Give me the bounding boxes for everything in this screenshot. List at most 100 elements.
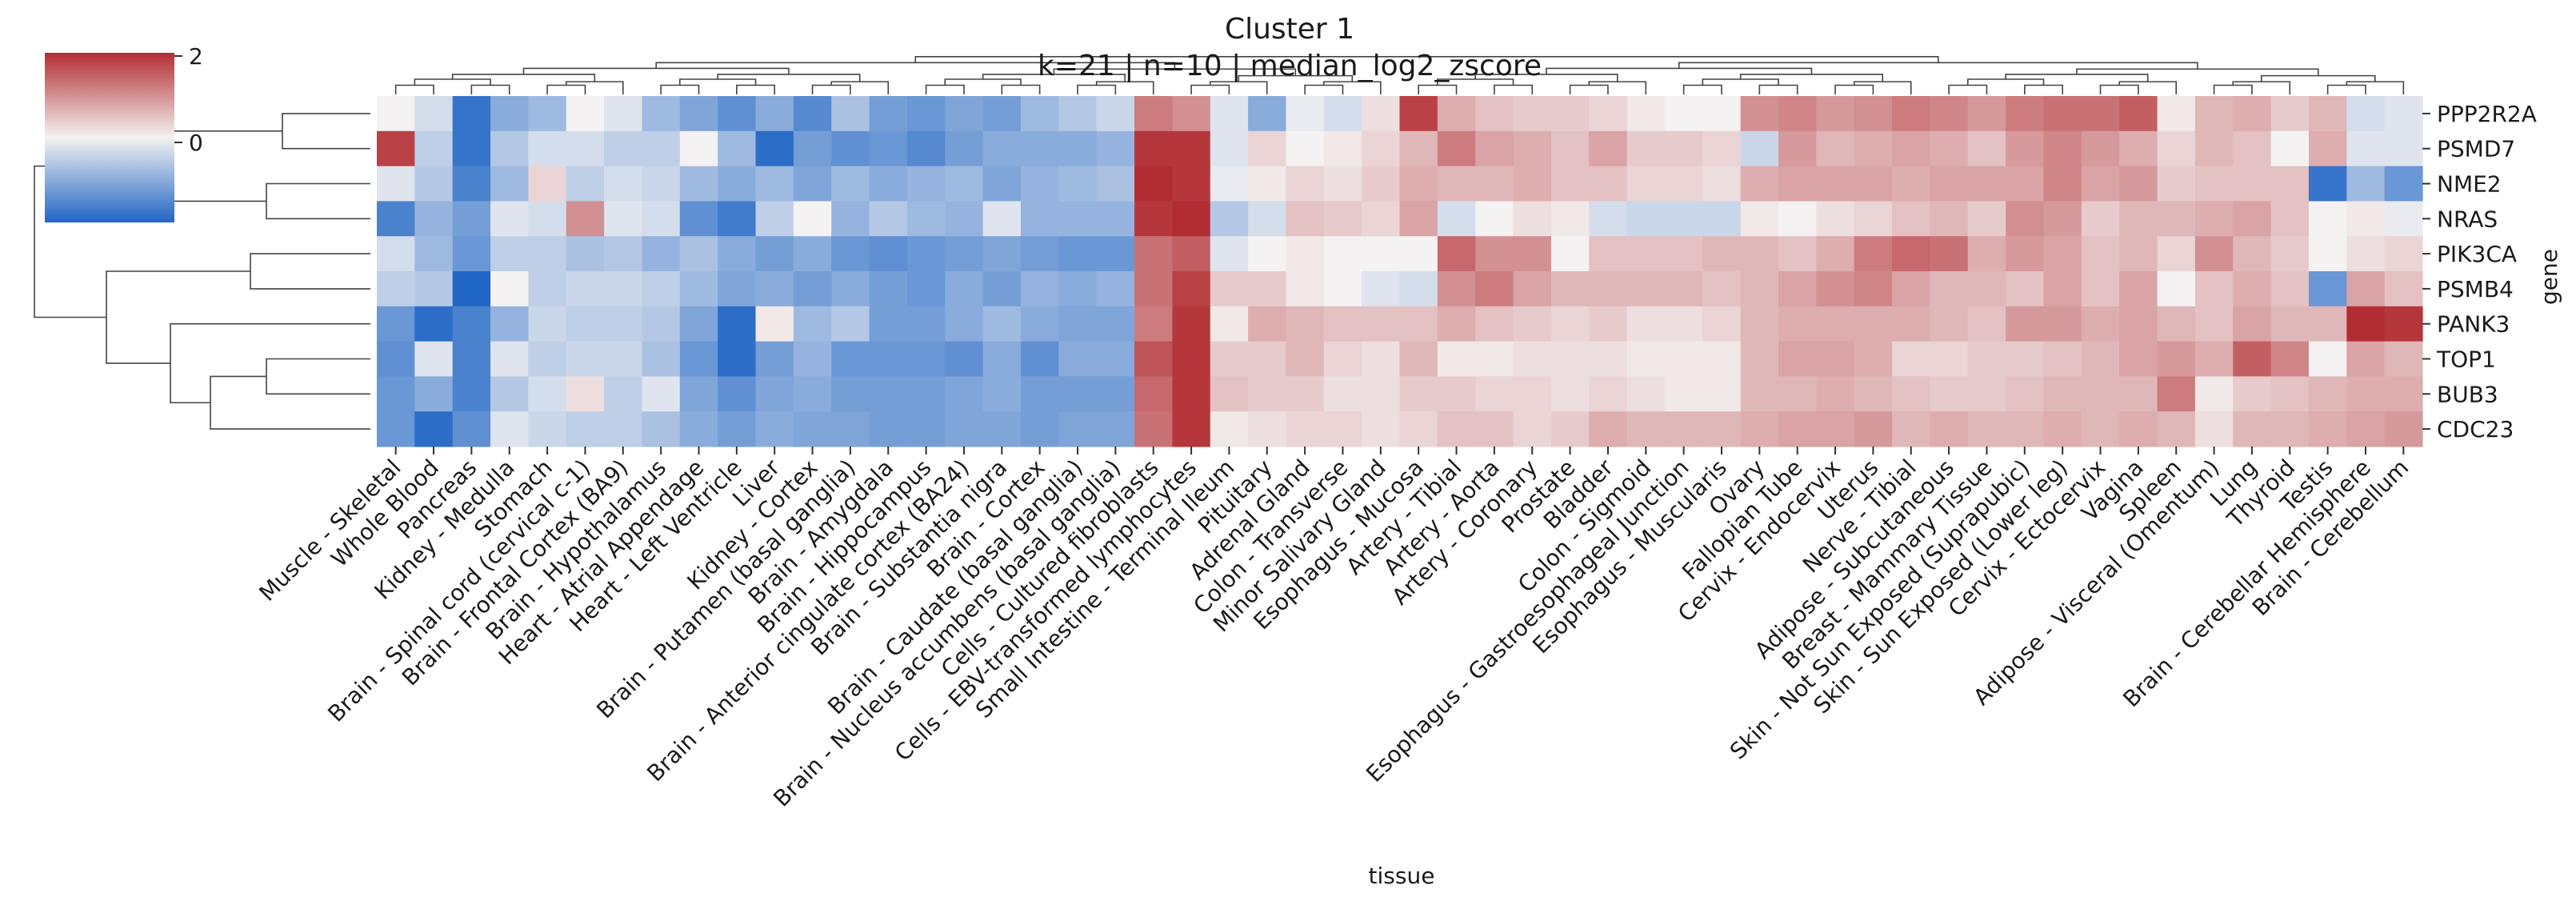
heatmap-cell <box>2081 306 2120 342</box>
heatmap-cell <box>1210 96 1249 132</box>
heatmap-cell <box>1854 271 1893 307</box>
heatmap-cell <box>2308 306 2347 342</box>
heatmap-cell <box>452 130 491 167</box>
heatmap-cell <box>490 201 530 237</box>
heatmap-cell <box>2384 306 2423 342</box>
heatmap-cell <box>1664 236 1703 272</box>
x-axis-label: tissue <box>1369 863 1435 889</box>
heatmap-cell <box>2119 96 2158 132</box>
heatmap-cell <box>1854 376 1893 412</box>
heatmap-cell <box>906 236 946 272</box>
heatmap-cell <box>718 341 757 377</box>
heatmap-cell <box>604 411 643 447</box>
heatmap-cell <box>1020 376 1059 412</box>
heatmap-cell <box>793 411 832 447</box>
heatmap-cell <box>2006 96 2045 132</box>
heatmap-cell <box>793 306 832 342</box>
heatmap-cell <box>2006 411 2045 447</box>
heatmap-cell <box>452 201 491 237</box>
heatmap-cell <box>1513 411 1552 447</box>
heatmap-cell <box>1626 306 1666 342</box>
heatmap-cell <box>604 201 643 237</box>
heatmap-cell <box>1020 96 1059 132</box>
heatmap-cell <box>906 376 946 412</box>
heatmap-cell <box>1437 341 1476 377</box>
heatmap-cell <box>1399 96 1438 132</box>
heatmap-cell <box>642 130 681 167</box>
heatmap-cell <box>1778 166 1817 202</box>
heatmap-cell <box>1967 96 2006 132</box>
heatmap-cell <box>1399 306 1438 342</box>
heatmap-cell <box>566 411 605 447</box>
heatmap-cell <box>2006 341 2045 377</box>
row-dendrogram-link <box>282 113 370 150</box>
heatmap-cell <box>1589 341 1628 377</box>
heatmap-cell <box>1778 306 1817 342</box>
column-dendrogram-link <box>546 84 586 94</box>
heatmap-cell <box>1702 341 1742 377</box>
heatmap-cell <box>2194 201 2234 237</box>
heatmap-cell <box>2384 96 2423 132</box>
heatmap-cell <box>1513 201 1552 237</box>
heatmap-cell <box>1740 130 1779 167</box>
heatmap-cell <box>2043 130 2082 167</box>
heatmap-cell <box>1702 236 1742 272</box>
heatmap-cell <box>869 201 908 237</box>
heatmap-cell <box>1058 236 1098 272</box>
row-dendrogram-link <box>170 322 370 404</box>
heatmap-cell <box>679 411 718 447</box>
heatmap-cell <box>1816 96 1855 132</box>
heatmap-cell <box>2119 411 2158 447</box>
heatmap-cell <box>679 201 718 237</box>
heatmap-cell <box>2233 376 2272 412</box>
heatmap-cell <box>1020 236 1059 272</box>
heatmap-cell <box>2308 411 2347 447</box>
heatmap-cell <box>679 236 718 272</box>
heatmap-cell <box>1930 376 1969 412</box>
heatmap-cell <box>1589 411 1628 447</box>
heatmap-cell <box>982 166 1022 202</box>
heatmap-cell <box>1702 271 1742 307</box>
heatmap-cell <box>1248 166 1287 202</box>
heatmap-cell <box>414 341 454 377</box>
heatmap-cell <box>1892 201 1931 237</box>
heatmap-cell <box>679 271 718 307</box>
heatmap-cell <box>490 376 530 412</box>
column-dendrogram-link <box>1853 81 1912 94</box>
heatmap-cell <box>1550 96 1590 132</box>
heatmap-cell <box>1589 166 1628 202</box>
heatmap-cell <box>2384 166 2423 202</box>
heatmap-cell <box>2157 236 2196 272</box>
heatmap-cell <box>1020 166 1059 202</box>
heatmap-cell <box>1589 201 1628 237</box>
heatmap-cell <box>1589 306 1628 342</box>
heatmap-cell <box>1626 236 1666 272</box>
heatmap-cell <box>2081 96 2120 132</box>
heatmap-cell <box>1134 96 1173 132</box>
heatmap-cell <box>2233 236 2272 272</box>
heatmap-cell <box>1399 166 1438 202</box>
heatmap-cell <box>1286 166 1325 202</box>
heatmap-cell <box>1362 236 1401 272</box>
heatmap-cell <box>2194 236 2234 272</box>
heatmap-cell <box>377 130 415 167</box>
heatmap-cell <box>1740 341 1779 377</box>
heatmap-cell <box>1475 306 1514 342</box>
heatmap-cell <box>604 96 643 132</box>
heatmap-cell <box>377 411 415 447</box>
heatmap-cell <box>906 411 946 447</box>
heatmap-cell <box>982 376 1022 412</box>
heatmap-cell <box>1513 130 1552 167</box>
heatmap-cell <box>2270 130 2310 167</box>
heatmap-cell <box>1437 376 1476 412</box>
heatmap-cell <box>1664 201 1703 237</box>
heatmap-cell <box>2043 166 2082 202</box>
heatmap-cell <box>945 201 984 237</box>
heatmap-cell <box>1589 236 1628 272</box>
row-dendrogram-link <box>106 270 250 364</box>
heatmap-cell <box>755 306 794 342</box>
heatmap-cell <box>1816 130 1855 167</box>
heatmap-cell <box>1475 130 1514 167</box>
heatmap-cell <box>2157 96 2196 132</box>
heatmap-cell <box>1210 341 1249 377</box>
